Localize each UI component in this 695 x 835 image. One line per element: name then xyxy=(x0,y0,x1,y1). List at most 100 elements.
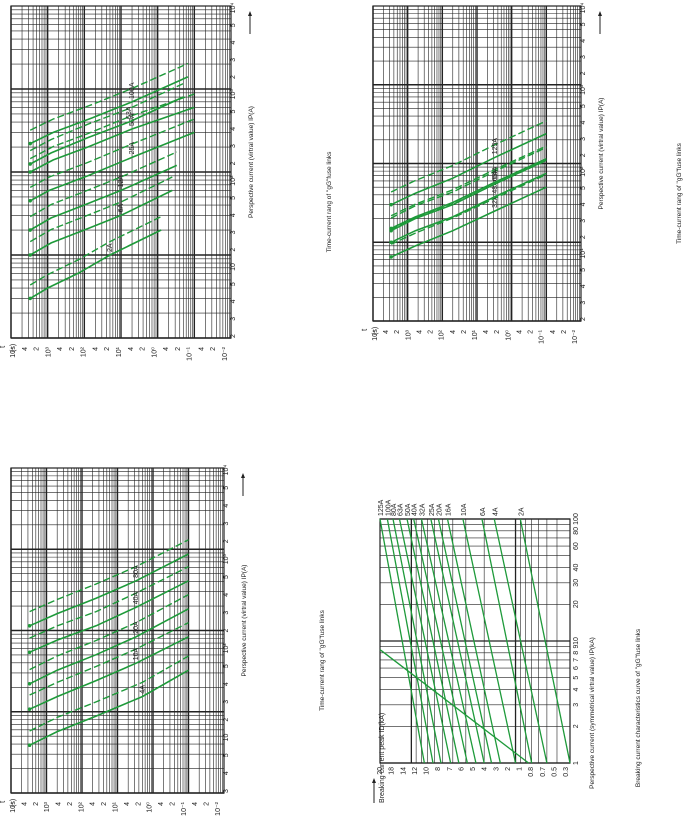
x-tick-label: 3 xyxy=(230,144,237,148)
curve-start-dot xyxy=(27,707,32,711)
x-tick-label: 2 xyxy=(573,724,580,728)
chart-bl: 10⁴ 4 2 10³ 4 2 10² 4 2 10¹ 4 2 10⁰ 4 2 10⁻¹ 4 2 10⁻²34510… xyxy=(0,465,326,816)
y-tick-label: 10³ xyxy=(45,346,52,357)
chart-br: 20 18 14 12 10 8 7 6 5 4 3 2 1 0.8 0.7 0.5 0.31234567891… xyxy=(372,499,642,803)
y-tick-label: 2 xyxy=(101,802,108,806)
curve-label: 12A xyxy=(118,175,125,188)
y-tick-label: 10² xyxy=(439,329,446,340)
y-tick-label: 7 xyxy=(447,767,454,771)
axis-arrow-head xyxy=(241,473,245,478)
x-tick-label: 80 xyxy=(573,527,580,535)
y-tick-label: 4 xyxy=(128,347,135,351)
curve-label: 2A xyxy=(107,243,114,252)
curve-4A xyxy=(29,669,189,746)
curve-64A xyxy=(390,157,547,230)
curve-label: 40A xyxy=(412,503,419,516)
curve-start-dot xyxy=(28,198,32,203)
curve-40A xyxy=(413,518,468,764)
x-tick-label: 5 xyxy=(230,110,237,114)
x-tick-label: 7 xyxy=(573,658,580,662)
x-tick-label: 3 xyxy=(223,700,230,704)
axis-arrow-head xyxy=(598,11,602,16)
x-tick-label: 5 xyxy=(230,282,237,286)
curve-label: 80A xyxy=(391,503,398,516)
y-tick-label: 0.7 xyxy=(540,767,547,777)
y-tick-label: 3 xyxy=(493,767,500,771)
y-tick-label: 10¹ xyxy=(116,346,123,357)
curve-label: 2A xyxy=(518,507,525,516)
x-tick-label: 6 xyxy=(573,666,580,670)
x-tick-label: 4 xyxy=(580,202,587,206)
x-tick-label: 3 xyxy=(580,301,587,305)
y-tick-label: 4 xyxy=(56,802,63,806)
y-tick-label: 10⁴ xyxy=(372,330,379,341)
curve-start-dot xyxy=(28,228,32,232)
y-tick-label: 12 xyxy=(412,767,419,775)
curve-band-4A xyxy=(29,655,189,732)
curve-band-50A xyxy=(29,93,195,160)
x-tick-label: 10⁴ xyxy=(580,3,587,14)
curve-band-63A xyxy=(29,82,184,152)
chart-tl: 10⁴ 4 2 10³ 4 2 10² 4 2 10¹ 4 2 10⁰ 4 2 10⁻¹ 4 2 10⁻²23451… xyxy=(0,3,333,361)
curve-label: 32A xyxy=(492,195,499,208)
x-tick-label: 2 xyxy=(580,235,587,239)
y-axis-label: t xyxy=(0,345,7,348)
y-tick-label: 4 xyxy=(198,347,205,351)
curve-label: 50A xyxy=(405,503,412,516)
y-tick-label: 8 xyxy=(435,767,442,771)
x-tick-label: 10 xyxy=(230,263,237,271)
x-tick-label: 4 xyxy=(580,39,587,43)
chart-title: Time-current rang of "gG"fuse links xyxy=(326,151,333,253)
curve-start-dot xyxy=(28,162,32,166)
y-tick-label: 10³ xyxy=(405,329,412,340)
curve-25A xyxy=(29,131,195,202)
y-tick-label: 4 xyxy=(416,330,423,334)
x-tick-label: 3 xyxy=(580,219,587,223)
x-tick-label: 2 xyxy=(223,718,230,722)
x-tick-label: 3 xyxy=(223,611,230,615)
curve-50A xyxy=(406,518,460,764)
x-tick-label: 10³ xyxy=(223,553,230,564)
y-tick-label: 2 xyxy=(561,330,568,334)
x-tick-label: 2 xyxy=(580,71,587,75)
curve-125A xyxy=(379,518,426,764)
curve-20A xyxy=(29,608,189,685)
curve-12A xyxy=(29,164,178,231)
y-axis-label: t xyxy=(360,328,369,331)
y-tick-label: 2 xyxy=(67,802,74,806)
curve-start-dot xyxy=(389,202,393,207)
y-tick-label: 2 xyxy=(394,330,401,334)
y-tick-label: 10¹ xyxy=(472,329,479,340)
curve-label: 25A xyxy=(129,142,136,155)
x-tick-label: 5 xyxy=(223,753,230,757)
curve-32A xyxy=(420,518,477,764)
curve-label: 63A xyxy=(397,503,404,516)
curve-start-dot xyxy=(27,623,32,628)
x-tick-label: 20 xyxy=(573,600,580,608)
y-tick-label: 2 xyxy=(175,347,182,351)
x-tick-label: 10 xyxy=(573,637,580,645)
x-axis-label: Perspective current (virtral value) IP(A… xyxy=(248,106,255,218)
x-tick-label: 3 xyxy=(223,521,230,525)
y-tick-label: 10⁻² xyxy=(215,801,222,815)
x-tick-label: 4 xyxy=(223,682,230,686)
curve-63A xyxy=(398,518,452,764)
x-tick-label: 10² xyxy=(230,175,237,186)
curve-2A xyxy=(519,518,571,764)
curve-start-dot xyxy=(389,240,393,245)
curve-20A xyxy=(437,518,493,764)
curve-label: 64A xyxy=(492,166,499,179)
y-tick-label: 2 xyxy=(33,802,40,806)
x-tick-label: 2 xyxy=(580,317,587,321)
curve-band-12A xyxy=(29,151,178,218)
y-tick-label: 10¹ xyxy=(113,801,120,812)
x-tick-label: 2 xyxy=(223,628,230,632)
x-tick-label: 4 xyxy=(223,504,230,508)
y-tick-label: 2 xyxy=(135,802,142,806)
y-tick-label: 4 xyxy=(92,347,99,351)
y-tick-label: 10² xyxy=(81,346,88,357)
curve-start-dot xyxy=(28,141,32,146)
y-tick-label: 0.5 xyxy=(551,767,558,777)
curve-label: 100A xyxy=(129,82,136,99)
y-tick-label: 10⁰ xyxy=(146,802,154,813)
